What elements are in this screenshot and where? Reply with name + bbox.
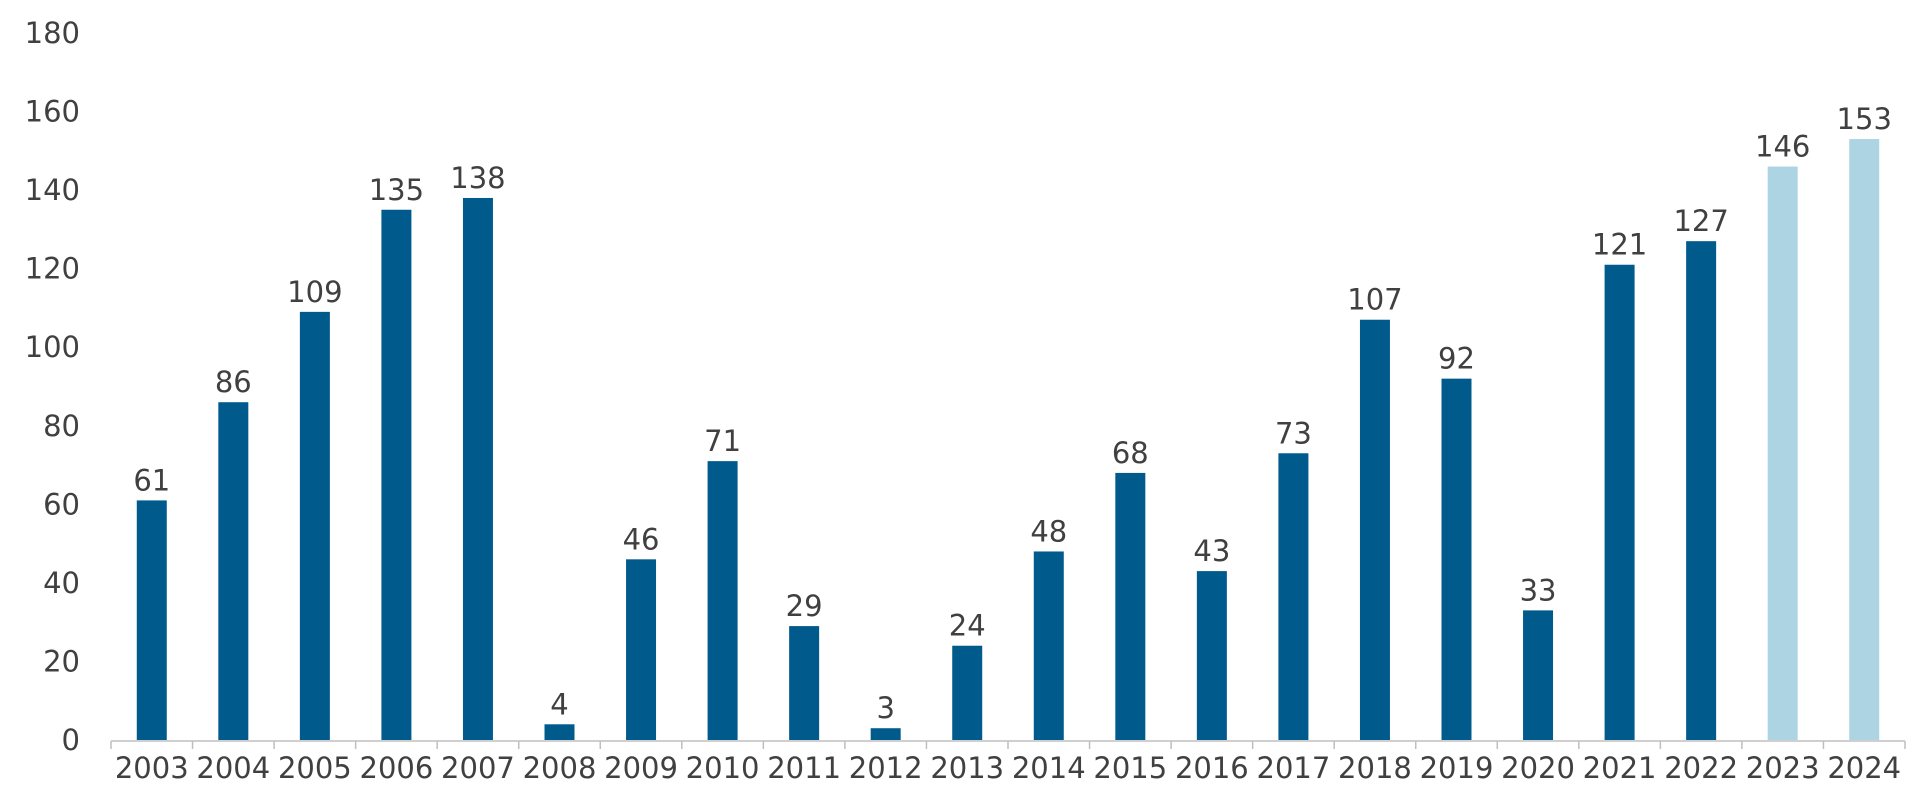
bar-2015 <box>1115 472 1146 740</box>
x-tick-label-2004: 2004 <box>196 751 270 785</box>
data-label-2009: 46 <box>623 522 660 556</box>
x-tick-label-2006: 2006 <box>360 751 434 785</box>
bar-2011 <box>789 626 820 740</box>
x-tick-label-2018: 2018 <box>1338 751 1412 785</box>
x-tick-label-2005: 2005 <box>278 751 352 785</box>
x-tick-label-2010: 2010 <box>686 751 760 785</box>
data-label-2019: 92 <box>1438 342 1475 376</box>
data-labels: 61 86 109 135 138 4 46 71 29 3 24 48 68 43 73 107 92 33 12… <box>133 102 1892 725</box>
x-tick-label-2015: 2015 <box>1093 751 1167 785</box>
data-label-2013: 24 <box>949 609 986 643</box>
y-tick-label: 40 <box>43 566 80 600</box>
data-label-2020: 33 <box>1520 573 1557 607</box>
bar-2019 <box>1441 378 1472 740</box>
bar-2018 <box>1359 319 1390 740</box>
x-tick-label-2011: 2011 <box>767 751 841 785</box>
x-axis-labels: 2003 2004 2005 2006 2007 2008 2009 2010 2011 2012… <box>115 751 1901 785</box>
data-label-2023: 146 <box>1755 130 1810 164</box>
y-tick-label: 140 <box>25 173 80 207</box>
x-tick-label-2023: 2023 <box>1746 751 1820 785</box>
bar-2014 <box>1033 551 1064 740</box>
bar-2023 <box>1767 166 1798 741</box>
data-label-2017: 73 <box>1275 416 1312 450</box>
bar-2024 <box>1849 139 1880 741</box>
bar-2013 <box>952 645 983 740</box>
data-label-2018: 107 <box>1347 283 1402 317</box>
data-label-2022: 127 <box>1673 204 1728 238</box>
x-tick-label-2008: 2008 <box>523 751 597 785</box>
data-label-2006: 135 <box>369 173 424 207</box>
bar-2022 <box>1686 241 1717 740</box>
bar-2021 <box>1604 264 1635 740</box>
bar-2006 <box>381 209 412 740</box>
x-tick-label-2024: 2024 <box>1827 751 1901 785</box>
x-tick-label-2021: 2021 <box>1583 751 1657 785</box>
y-tick-label: 80 <box>43 409 80 443</box>
x-tick-label-2007: 2007 <box>441 751 515 785</box>
y-tick-label: 180 <box>25 16 80 50</box>
data-label-2021: 121 <box>1592 228 1647 262</box>
data-label-2024: 153 <box>1837 102 1892 136</box>
y-tick-label: 20 <box>43 644 80 678</box>
bar-2010 <box>707 461 738 740</box>
bar-2009 <box>626 559 657 740</box>
x-tick-label-2009: 2009 <box>604 751 678 785</box>
data-label-2005: 109 <box>287 275 342 309</box>
data-label-2010: 71 <box>704 424 741 458</box>
data-label-2007: 138 <box>450 161 505 195</box>
bar-2005 <box>299 311 330 740</box>
y-tick-label: 0 <box>62 723 80 757</box>
x-tick-label-2003: 2003 <box>115 751 189 785</box>
x-tick-label-2019: 2019 <box>1420 751 1494 785</box>
bar-2004 <box>218 402 249 740</box>
y-tick-label: 60 <box>43 487 80 521</box>
bar-2008 <box>544 724 575 740</box>
bar-2017 <box>1278 453 1309 740</box>
data-label-2016: 43 <box>1193 534 1230 568</box>
data-label-2015: 68 <box>1112 436 1149 470</box>
y-tick-label: 120 <box>25 252 80 286</box>
x-tick-label-2013: 2013 <box>930 751 1004 785</box>
bar-2020 <box>1523 610 1554 740</box>
x-tick-label-2016: 2016 <box>1175 751 1249 785</box>
y-tick-label: 160 <box>25 95 80 129</box>
bars <box>136 139 1880 741</box>
x-tick-label-2020: 2020 <box>1501 751 1575 785</box>
y-axis-ticks: 0 20 40 60 80 100 120 140 160 180 <box>25 16 80 757</box>
x-tick-label-2014: 2014 <box>1012 751 1086 785</box>
x-axis-tick-marks <box>110 741 1906 749</box>
data-label-2003: 61 <box>133 463 170 497</box>
bar-2016 <box>1196 571 1227 740</box>
data-label-2011: 29 <box>786 589 823 623</box>
x-tick-label-2022: 2022 <box>1664 751 1738 785</box>
bar-2012 <box>870 728 901 740</box>
bar-2007 <box>462 197 493 740</box>
data-label-2012: 3 <box>876 691 894 725</box>
y-tick-label: 100 <box>25 330 80 364</box>
data-label-2014: 48 <box>1030 514 1067 548</box>
x-tick-label-2012: 2012 <box>849 751 923 785</box>
bar-2003 <box>136 500 167 740</box>
data-label-2008: 4 <box>550 687 568 721</box>
x-tick-label-2017: 2017 <box>1257 751 1331 785</box>
data-label-2004: 86 <box>215 365 252 399</box>
